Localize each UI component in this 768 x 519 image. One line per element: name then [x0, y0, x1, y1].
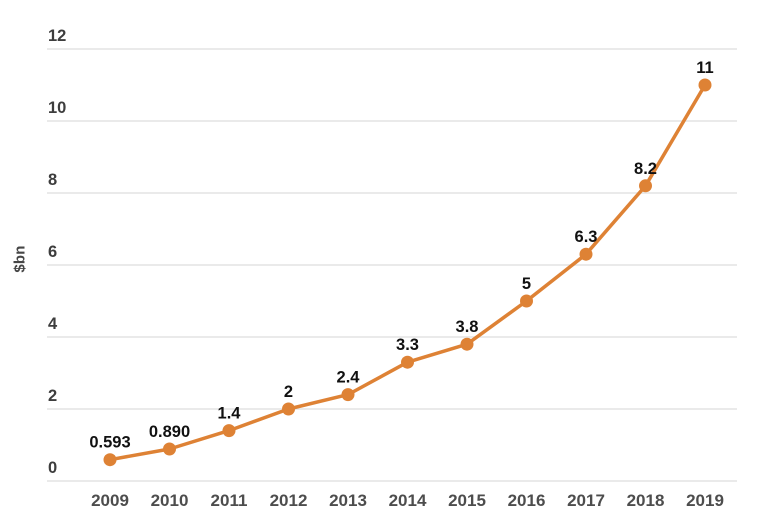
x-tick-label: 2011 [211, 491, 248, 510]
data-point-marker [639, 179, 652, 193]
x-tick-label: 2015 [448, 491, 486, 510]
data-point-label: 2.4 [337, 369, 361, 387]
data-line [108, 83, 707, 462]
x-tick-label: 2019 [686, 491, 724, 510]
y-tick-label: 2 [48, 387, 57, 405]
x-tick-label: 2013 [329, 491, 367, 510]
data-point-marker [163, 442, 176, 456]
data-point-marker [222, 424, 236, 438]
y-tick-label: 12 [48, 27, 66, 45]
data-point-marker [401, 355, 414, 369]
y-tick-label: 10 [48, 99, 66, 117]
data-point-marker [460, 337, 474, 351]
y-tick-label: 8 [48, 171, 57, 189]
data-point-label: 3.8 [456, 318, 479, 336]
x-tick-label: 2018 [627, 491, 665, 510]
x-tick-label: 2016 [508, 491, 546, 510]
x-tick-label: 2014 [389, 491, 427, 510]
y-tick-label: 4 [48, 315, 58, 333]
data-point-marker [698, 78, 712, 92]
data-point-marker [341, 388, 355, 402]
data-point-marker [579, 247, 593, 261]
data-point-marker [103, 453, 117, 467]
data-point-marker [282, 402, 295, 416]
x-tick-label: 2017 [567, 491, 605, 510]
data-point-label: 3.3 [396, 336, 419, 354]
y-tick-label: 0 [48, 459, 57, 477]
data-point-label: 8.2 [634, 160, 657, 178]
x-tick-label: 2012 [270, 491, 308, 510]
data-point-label: 6.3 [575, 228, 598, 246]
y-tick-label: 6 [48, 243, 57, 261]
data-point-label: 2 [284, 383, 293, 401]
data-point-label: 1.4 [218, 405, 242, 423]
data-point-label: 5 [522, 275, 531, 293]
data-point-label: 0.593 [89, 434, 130, 452]
data-point-label: 11 [696, 59, 713, 77]
data-point-marker [520, 294, 533, 308]
x-tick-label: 2009 [91, 491, 129, 510]
data-point-label: 0.890 [149, 423, 190, 441]
y-axis-title: $bn [11, 245, 29, 273]
x-tick-label: 2010 [151, 491, 189, 510]
